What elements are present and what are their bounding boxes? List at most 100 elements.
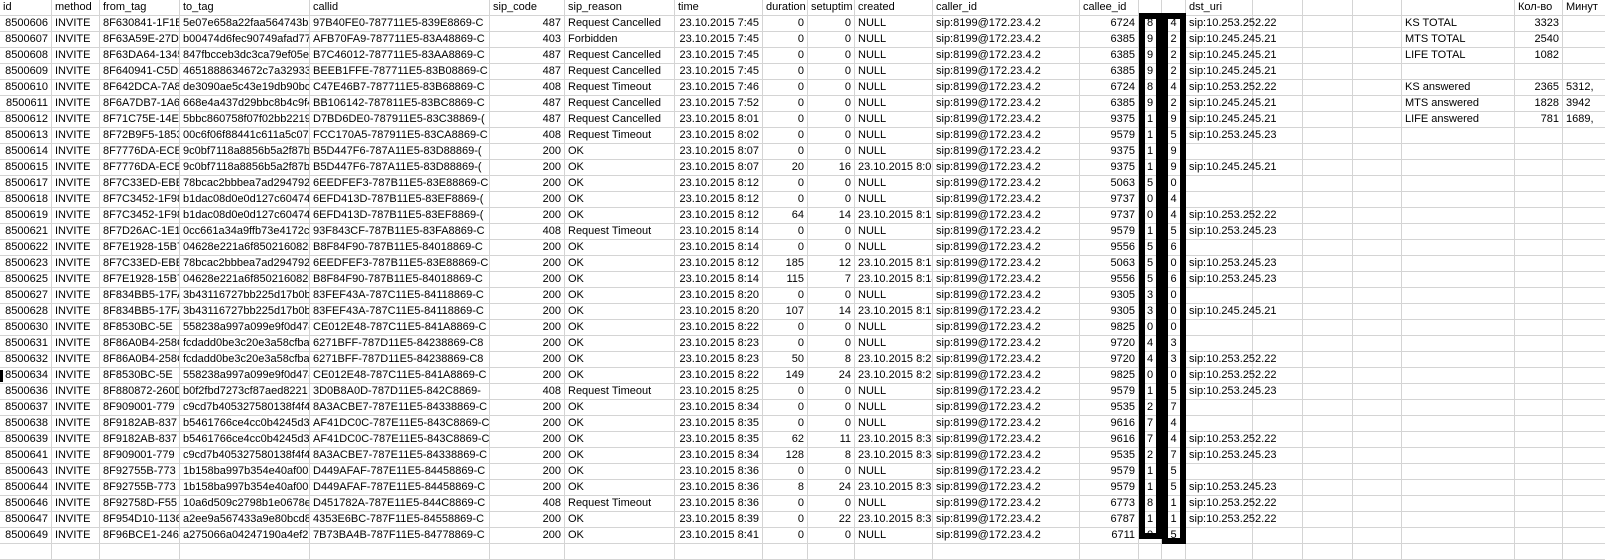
cell-__sum_min[interactable]: [1563, 496, 1605, 512]
cell-to_tag[interactable]: 847fbcceb3dc3ca79ef05e: [180, 48, 310, 64]
cell-callid[interactable]: 83FEF43A-787C11E5-84118869-C: [310, 288, 490, 304]
cell-created[interactable]: NULL: [855, 464, 933, 480]
cell-callid[interactable]: 93F843CF-787B11E5-83FA8869-C: [310, 224, 490, 240]
cell-callee_end_digit[interactable]: 0: [1162, 304, 1186, 320]
cell-setuptime[interactable]: 12: [808, 256, 855, 272]
cell-caller_id[interactable]: sip:8199@172.23.4.2: [933, 112, 1080, 128]
cell-sip_code[interactable]: 403: [490, 32, 565, 48]
cell-sip_reason[interactable]: Request Timeout: [565, 496, 675, 512]
cell-blank[interactable]: [1303, 432, 1353, 448]
cell-created[interactable]: 23.10.2015 8:14: [855, 272, 933, 288]
cell-__sum_label[interactable]: [1402, 144, 1515, 160]
cell-blank[interactable]: [1303, 208, 1353, 224]
cell-method[interactable]: INVITE: [52, 160, 100, 176]
cell-time[interactable]: 23.10.2015 8:01: [675, 112, 763, 128]
cell-__sum_count[interactable]: [1515, 352, 1563, 368]
cell-to_tag[interactable]: b5461766ce4cc0b4245d31: [180, 432, 310, 448]
cell-callid[interactable]: BB106142-787811E5-83BC8869-C: [310, 96, 490, 112]
header-cell-sip_reason[interactable]: sip_reason: [565, 0, 675, 16]
cell-time[interactable]: 23.10.2015 8:36: [675, 480, 763, 496]
cell-blank[interactable]: [1253, 256, 1303, 272]
cell-sip_code[interactable]: 200: [490, 336, 565, 352]
cell-dst_uri[interactable]: sip:10.253.245.23: [1186, 448, 1276, 464]
cell-to_tag[interactable]: b1dac08d0e0d127c60474: [180, 192, 310, 208]
cell-dst_uri[interactable]: [1186, 144, 1253, 160]
header-cell-caller_id[interactable]: caller_id: [933, 0, 1080, 16]
cell-sip_code[interactable]: 200: [490, 464, 565, 480]
cell-from_tag[interactable]: 8F71C75E-14E4: [100, 112, 180, 128]
cell-sip_reason[interactable]: OK: [565, 352, 675, 368]
cell-blank[interactable]: [933, 544, 1080, 560]
cell-method[interactable]: INVITE: [52, 144, 100, 160]
cell-__sum_min[interactable]: [1563, 480, 1605, 496]
cell-callee_mid_digit[interactable]: 1: [1139, 512, 1162, 528]
cell-__sum_count[interactable]: [1515, 336, 1563, 352]
cell-sip_code[interactable]: 200: [490, 144, 565, 160]
cell-caller_id[interactable]: sip:8199@172.23.4.2: [933, 336, 1080, 352]
cell-caller_id[interactable]: sip:8199@172.23.4.2: [933, 528, 1080, 544]
cell-callee_prefix[interactable]: 6773: [1080, 496, 1139, 512]
cell-callee_end_digit[interactable]: 5: [1162, 464, 1186, 480]
header-cell-sip_code[interactable]: sip_code: [490, 0, 565, 16]
cell-duration[interactable]: 0: [763, 144, 808, 160]
cell-__sum_min[interactable]: [1563, 416, 1605, 432]
cell-__sum_count[interactable]: [1515, 400, 1563, 416]
cell-created[interactable]: 23.10.2015 8:21: [855, 368, 933, 384]
cell-from_tag[interactable]: 8F6A7DB7-1A6E: [100, 96, 180, 112]
cell-dst_uri[interactable]: [1186, 528, 1253, 544]
cell-sip_code[interactable]: 200: [490, 240, 565, 256]
cell-from_tag[interactable]: 8F834BB5-17FA: [100, 288, 180, 304]
cell-dst_uri[interactable]: sip:10.253.252.22: [1186, 80, 1276, 96]
cell-blank[interactable]: [1186, 544, 1253, 560]
cell-callee_prefix[interactable]: 6787: [1080, 512, 1139, 528]
cell-sip_reason[interactable]: OK: [565, 208, 675, 224]
cell-callee_end_digit[interactable]: 2: [1162, 48, 1186, 64]
cell-sip_code[interactable]: 487: [490, 16, 565, 32]
cell-setuptime[interactable]: 0: [808, 176, 855, 192]
cell-setuptime[interactable]: 0: [808, 240, 855, 256]
cell-callid[interactable]: C47E46B7-787711E5-83B68869-C: [310, 80, 490, 96]
header-cell-Кол-во[interactable]: Кол-во: [1515, 0, 1563, 16]
cell-created[interactable]: NULL: [855, 96, 933, 112]
cell-from_tag[interactable]: 8F7C33ED-EBE: [100, 256, 180, 272]
cell-callid[interactable]: 6EEDFEF3-787B11E5-83E88869-C: [310, 256, 490, 272]
cell-to_tag[interactable]: a275066a04247190a4ef26: [180, 528, 310, 544]
cell-__sum_count[interactable]: 781: [1515, 112, 1563, 128]
cell-blank[interactable]: [1253, 464, 1303, 480]
cell-from_tag[interactable]: 8F7776DA-ECE: [100, 144, 180, 160]
cell-__sum_count[interactable]: [1515, 528, 1563, 544]
cell-blank[interactable]: [675, 544, 763, 560]
cell-blank[interactable]: [1253, 48, 1303, 64]
cell-callid[interactable]: 8A3ACBE7-787E11E5-84338869-C: [310, 448, 490, 464]
cell-method[interactable]: INVITE: [52, 448, 100, 464]
cell-__sum_min[interactable]: 5312,: [1563, 80, 1605, 96]
cell-callee_prefix[interactable]: 9535: [1080, 400, 1139, 416]
cell-callid[interactable]: CE012E48-787C11E5-841A8869-C: [310, 320, 490, 336]
cell-callee_mid_digit[interactable]: 9: [1139, 48, 1162, 64]
header-cell-setuptim[interactable]: setuptim: [808, 0, 855, 16]
cell-callee_end_digit[interactable]: 3: [1162, 352, 1186, 368]
cell-dst_uri[interactable]: [1186, 336, 1253, 352]
cell-time[interactable]: 23.10.2015 8:35: [675, 432, 763, 448]
cell-sip_reason[interactable]: OK: [565, 512, 675, 528]
cell-callid[interactable]: B7C46012-787711E5-83AA8869-C: [310, 48, 490, 64]
cell-blank[interactable]: [1303, 64, 1353, 80]
cell-caller_id[interactable]: sip:8199@172.23.4.2: [933, 352, 1080, 368]
cell-__sum_count[interactable]: [1515, 464, 1563, 480]
cell-sip_code[interactable]: 200: [490, 352, 565, 368]
cell-__sum_label[interactable]: [1402, 320, 1515, 336]
cell-dst_uri[interactable]: sip:10.253.245.23: [1186, 272, 1276, 288]
cell-sip_reason[interactable]: Request Cancelled: [565, 48, 675, 64]
cell-__sum_count[interactable]: [1515, 208, 1563, 224]
cell-from_tag[interactable]: 8F72B9F5-1853: [100, 128, 180, 144]
cell-blank[interactable]: [1303, 544, 1353, 560]
cell-callid[interactable]: D451782A-787E11E5-844C8869-C: [310, 496, 490, 512]
cell-__sum_min[interactable]: [1563, 272, 1605, 288]
cell-callee_end_digit[interactable]: 4: [1162, 16, 1186, 32]
cell-callee_prefix[interactable]: 9535: [1080, 448, 1139, 464]
cell-method[interactable]: INVITE: [52, 272, 100, 288]
cell-method[interactable]: INVITE: [52, 112, 100, 128]
cell-from_tag[interactable]: 8F96BCE1-2464: [100, 528, 180, 544]
header-cell-callid[interactable]: callid: [310, 0, 490, 16]
cell-id[interactable]: 8500621: [0, 224, 52, 240]
